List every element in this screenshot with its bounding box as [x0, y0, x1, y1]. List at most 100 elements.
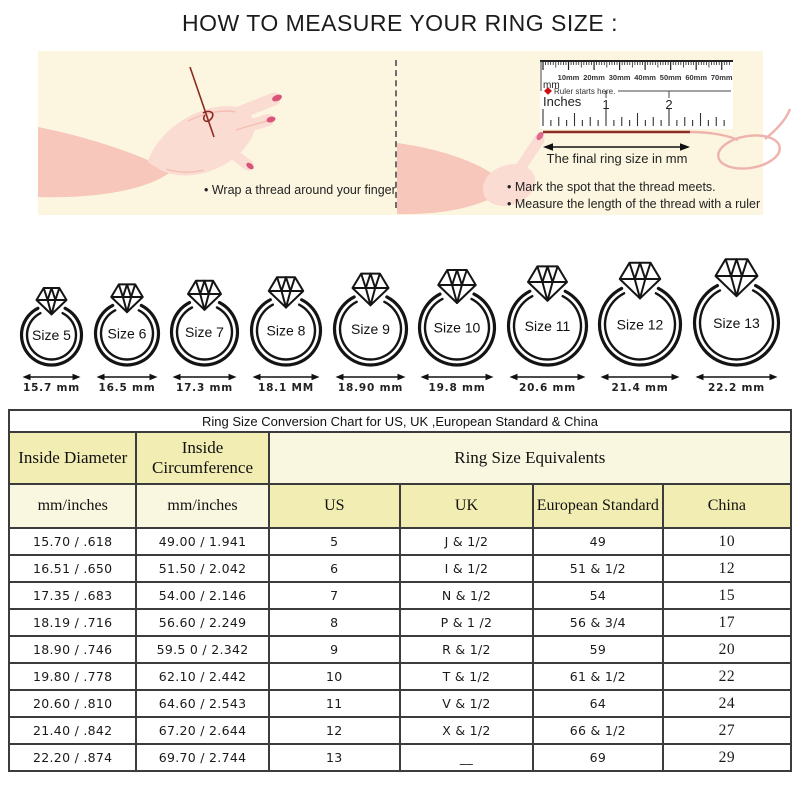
- ring-band-inner: [698, 289, 775, 361]
- conversion-table: Ring Size Conversion Chart for US, UK ,E…: [7, 409, 793, 772]
- table-cell: 56 & 3/4: [531, 608, 664, 637]
- table-cell: 8: [267, 608, 401, 637]
- table-cell: 29: [661, 743, 793, 772]
- ruler-inches-label: Inches: [543, 94, 582, 109]
- table-cell: 22: [661, 662, 793, 691]
- diameter-arrow: [600, 373, 680, 381]
- pointing-fingernail: [536, 131, 544, 141]
- table-cell: 21.40 / .842: [7, 716, 138, 745]
- diamond-icon: [351, 272, 389, 307]
- table-cell: J & 1/2: [398, 527, 534, 556]
- diameter-arrow: [420, 373, 494, 381]
- ring-size-label: Size 13: [713, 315, 760, 331]
- ring-band-outer: [93, 303, 160, 367]
- svg-text:30mm: 30mm: [609, 73, 631, 82]
- table-row: 21.40 / .842 67.20 / 2.644 12 X & 1/2 66 & 1…: [7, 716, 793, 745]
- ring-band-outer: [692, 283, 781, 367]
- ring-icon: Size 5 15.7 mm: [19, 287, 84, 394]
- diamond-icon: [109, 283, 144, 314]
- ring-band-inner: [25, 311, 78, 361]
- ring-size-label: Size 5: [32, 327, 71, 343]
- table-cell: 17.35 / .683: [7, 581, 138, 610]
- page-title: HOW TO MEASURE YOUR RING SIZE :: [182, 10, 618, 36]
- col-header-diameter-units: mm/inches: [7, 483, 138, 529]
- table-cell: R & 1/2: [398, 635, 534, 664]
- table-cell: 51 & 1/2: [531, 554, 664, 583]
- ring-icon: Size 6 16.5 mm: [93, 283, 160, 394]
- table-row: 17.35 / .683 54.00 / 2.146 7 N & 1/2 54 15: [7, 581, 793, 610]
- svg-text:70mm: 70mm: [711, 73, 733, 82]
- table-cell: 11: [267, 689, 401, 718]
- diameter-arrow: [22, 373, 81, 381]
- ring-band-outer: [332, 295, 408, 367]
- col-header-uk: UK: [398, 483, 534, 529]
- table-cell: __: [398, 743, 534, 772]
- thread-line: [189, 66, 215, 138]
- table-cell: 15.70 / .618: [7, 527, 138, 556]
- instruction-mark-spot: • Mark the spot that the thread meets.: [507, 180, 716, 194]
- header-ring-size-equivalents: Ring Size Equivalents: [267, 431, 793, 485]
- final-size-label: The final ring size in mm: [547, 151, 688, 166]
- table-cell: 59: [531, 635, 664, 664]
- ring-size-label: Size 9: [351, 321, 390, 337]
- ruler-mm-unit: mm: [543, 80, 560, 91]
- table-cell: 51.50 / 2.042: [135, 554, 270, 583]
- col-header-european-standard: European Standard: [531, 483, 664, 529]
- table-cell: 16.51 / .650: [7, 554, 138, 583]
- inch-ticks: [542, 109, 725, 126]
- table-cell: 54.00 / 2.146: [135, 581, 270, 610]
- table-cell: 22.20 / .874: [7, 743, 138, 772]
- table-cell: P & 1 /2: [398, 608, 534, 637]
- ring-band-outer: [598, 286, 683, 367]
- table-cell: 10: [661, 527, 793, 556]
- thread-loop: [689, 108, 792, 170]
- svg-text:50mm: 50mm: [660, 73, 682, 82]
- ring-diameter-label: 18.1 MM: [258, 382, 314, 394]
- instruction-panels: • Wrap a thread around your finger 10mm 2…: [38, 51, 792, 215]
- ring-size-label: Size 7: [185, 324, 224, 340]
- instruction-measure-length: • Measure the length of the thread with …: [507, 197, 761, 211]
- table-cell: 49.00 / 1.941: [135, 527, 270, 556]
- table-cell: 69: [531, 743, 664, 772]
- diamond-icon: [619, 261, 662, 300]
- ring-band-outer: [506, 289, 588, 367]
- table-cell: 12: [267, 716, 401, 745]
- ring-band-inner: [604, 292, 677, 361]
- table-cell: T & 1/2: [398, 662, 534, 691]
- table-cell: V & 1/2: [398, 689, 534, 718]
- table-cell: N & 1/2: [398, 581, 534, 610]
- ring-icon: Size 13 22.2 mm: [692, 258, 781, 394]
- svg-text:60mm: 60mm: [685, 73, 707, 82]
- diameter-arrow: [695, 373, 778, 381]
- ring-diameter-label: 17.3 mm: [176, 382, 233, 394]
- col-header-circumference-units: mm/inches: [135, 483, 270, 529]
- table-cell: 56.60 / 2.249: [135, 608, 270, 637]
- table-cell: 17: [661, 608, 793, 637]
- table-cell: 62.10 / 2.442: [135, 662, 270, 691]
- ring-diameter-label: 18.90 mm: [337, 382, 402, 394]
- measurement-arrowhead-left: [543, 143, 553, 151]
- ruler-start-marker: [544, 87, 552, 95]
- ring-band-inner: [512, 294, 582, 361]
- table-cell: 6: [267, 554, 401, 583]
- diameter-arrow: [335, 373, 405, 381]
- diamond-icon: [187, 279, 223, 311]
- table-cell: 69.70 / 2.744: [135, 743, 270, 772]
- panel-divider: [395, 60, 397, 208]
- ring-diameter-label: 20.6 mm: [519, 382, 576, 394]
- diamond-icon: [35, 287, 68, 316]
- diameter-arrow: [509, 373, 586, 381]
- ring-size-label: Size 8: [266, 323, 305, 339]
- table-cell: 5: [267, 527, 401, 556]
- ring-diameter-label: 15.7 mm: [23, 382, 80, 394]
- table-cell: 10: [267, 662, 401, 691]
- table-row: 22.20 / .874 69.70 / 2.744 13 __ 69 29: [7, 743, 793, 772]
- table-cell: 19.80 / .778: [7, 662, 138, 691]
- col-header-us: US: [267, 483, 401, 529]
- svg-text:40mm: 40mm: [634, 73, 656, 82]
- ring-icon: Size 9 18.90 mm: [332, 272, 408, 394]
- ring-icon: Size 11 20.6 mm: [506, 265, 588, 394]
- table-cell: 61 & 1/2: [531, 662, 664, 691]
- ring-diameter-label: 16.5 mm: [98, 382, 155, 394]
